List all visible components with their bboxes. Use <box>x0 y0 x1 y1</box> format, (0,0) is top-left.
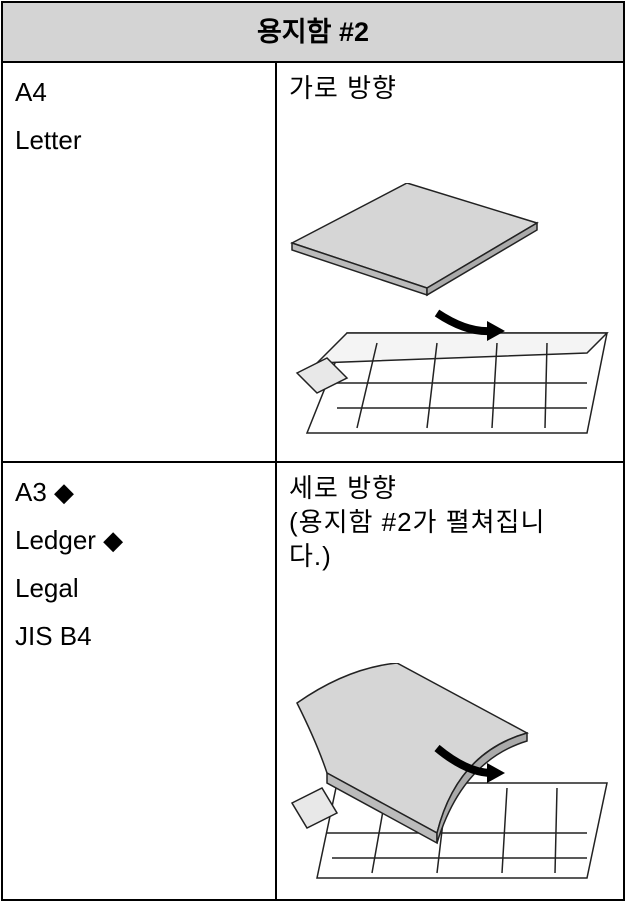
paper-size: Legal <box>15 573 79 603</box>
paper-size: Letter <box>15 125 82 155</box>
orientation-cell: 가로 방향 <box>277 63 623 461</box>
paper-size: A4 <box>15 77 47 107</box>
size-cell: A4 Letter <box>3 63 277 461</box>
tray-landscape-illustration <box>290 183 609 434</box>
paper-size: Ledger ◆ <box>15 525 124 555</box>
paper-size: A3 ◆ <box>15 477 75 507</box>
size-cell: A3 ◆ Ledger ◆ Legal JIS B4 <box>3 463 277 899</box>
paper-size: JIS B4 <box>15 621 92 651</box>
orientation: 세로 방향 <box>289 473 397 503</box>
tray-portrait-illustration <box>290 663 608 879</box>
table-row: A3 ◆ Ledger ◆ Legal JIS B4 세로 방향 (용지함 #2… <box>3 463 623 899</box>
size-list: A4 Letter <box>3 63 275 165</box>
orientation: 가로 방향 <box>289 73 397 103</box>
orientation-cell: 세로 방향 (용지함 #2가 펼쳐집니다.) <box>277 463 623 899</box>
table-row: A4 Letter 가로 방향 <box>3 63 623 463</box>
header-title: 용지함 #2 <box>3 3 623 63</box>
orientation-note: (용지함 #2가 펼쳐집니다.) <box>289 507 546 571</box>
size-list: A3 ◆ Ledger ◆ Legal JIS B4 <box>3 463 275 661</box>
